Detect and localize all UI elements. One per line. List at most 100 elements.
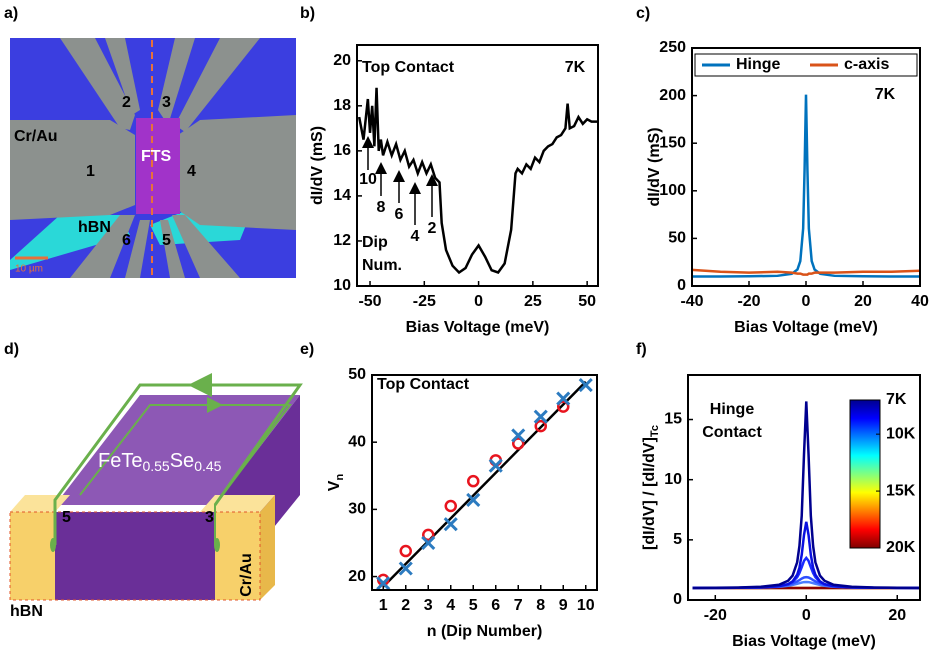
y-tick-label: 16: [333, 142, 351, 159]
annotation: Dip: [362, 234, 388, 251]
x-tick-label: -25: [413, 293, 436, 310]
y-tick-label: 12: [333, 232, 351, 249]
y-axis-label-main: [dI/dV] / [dI/dV]: [641, 437, 658, 550]
panel-label: c): [636, 5, 650, 22]
annotation: Contact: [702, 424, 762, 441]
panel-label: b): [300, 5, 315, 22]
y-axis-label: dI/dV (mS): [309, 126, 326, 205]
contact-label: 2: [122, 94, 131, 111]
electrode: [172, 215, 240, 278]
outline: [9, 511, 261, 601]
y-axis-label-sub: n: [334, 474, 346, 481]
panel-label: d): [4, 341, 19, 358]
point: [534, 419, 547, 433]
material-label: Cr/Au: [238, 553, 255, 597]
x-tick-label: 3: [424, 597, 433, 614]
data-line: [382, 380, 587, 588]
x-tick-label: 1: [379, 597, 388, 614]
contact-label: 1: [86, 163, 95, 180]
hbn-flake: [10, 215, 130, 270]
annotation: 6: [395, 206, 404, 223]
y-tick-label: 50: [668, 230, 686, 247]
material-label: hBN: [10, 603, 43, 620]
y-tick-label: 150: [659, 134, 686, 151]
y-tick-label: 0: [677, 277, 686, 294]
x-axis-label: Bias Voltage (meV): [734, 319, 878, 336]
y-tick-label: 100: [659, 182, 686, 199]
point: [557, 400, 570, 413]
data-line: [692, 555, 920, 590]
electrode: [10, 512, 55, 600]
y-tick-label: 18: [333, 97, 351, 114]
device-diagram: d) FeTe0.55Se0.45 5 3 Cr/Au hBN: [4, 341, 303, 620]
y-tick-label: 15: [664, 411, 682, 428]
point: [376, 576, 391, 591]
colorbar-label: 10K: [886, 425, 916, 442]
electrode: [105, 38, 140, 115]
contact-label: 5: [162, 232, 171, 249]
point: [511, 428, 526, 443]
annotation: 7K: [565, 59, 586, 76]
annotation: 4: [411, 228, 420, 245]
electrode: [158, 38, 195, 125]
point: [444, 499, 457, 513]
annotation: Num.: [362, 257, 402, 274]
point: [512, 437, 525, 450]
y-tick-label: 200: [659, 87, 686, 104]
point: [466, 492, 481, 508]
x-tick-label: 10: [577, 597, 595, 614]
electrode: [70, 215, 135, 278]
point: [556, 391, 571, 406]
x-tick-label: -20: [737, 293, 760, 310]
slab-front: [55, 512, 215, 600]
electrode-top: [10, 495, 70, 512]
electrode: [125, 220, 150, 278]
contact-label: 4: [187, 163, 196, 180]
y-tick-label: 50: [348, 366, 366, 383]
annotation: 7K: [875, 86, 896, 103]
contact-label: 3: [162, 94, 171, 111]
y-tick-label: 40: [348, 433, 366, 450]
data-line: [692, 401, 920, 590]
edge-current: [79, 404, 292, 545]
x-tick-label: 20: [888, 607, 906, 624]
x-tick-label: 7: [514, 597, 523, 614]
colorbar-label: 7K: [886, 391, 907, 408]
point: [443, 517, 458, 532]
x-tick-label: 2: [401, 597, 410, 614]
x-tick-label: 50: [578, 293, 596, 310]
y-tick-label: 20: [348, 568, 366, 585]
y-tick-label: 5: [673, 531, 682, 548]
plot-frame: [687, 374, 921, 601]
x-tick-label: 25: [524, 293, 542, 310]
panel-label: f): [636, 341, 647, 358]
x-tick-label: 0: [802, 607, 811, 624]
point: [422, 528, 435, 542]
x-tick-label: 40: [911, 293, 929, 310]
annotation: 10: [359, 171, 377, 188]
contact-label: 3: [205, 509, 214, 526]
y-tick-label: 10: [333, 277, 351, 294]
colorbar: [849, 399, 881, 549]
annotation: Top Contact: [362, 59, 455, 76]
annotation: Hinge: [710, 401, 755, 418]
electrode-side: [260, 495, 275, 600]
slab-top: [55, 395, 300, 505]
point: [578, 378, 593, 393]
x-tick-label: 6: [491, 597, 500, 614]
y-tick-label: 10: [664, 471, 682, 488]
y-tick-label: 250: [659, 39, 686, 56]
y-axis-label: [dI/dV] / [dI/dV]Tc: [641, 425, 661, 550]
material-label: Cr/Au: [14, 128, 58, 145]
x-tick-label: 5: [469, 597, 478, 614]
electrode: [175, 38, 260, 132]
x-tick-label: -40: [680, 293, 703, 310]
x-tick-label: 0: [474, 293, 483, 310]
annotation: Top Contact: [377, 376, 470, 393]
fts-flake: [136, 118, 180, 214]
data-line: [692, 268, 920, 276]
x-axis-label: Bias Voltage (meV): [406, 319, 550, 336]
x-axis-label: n (Dip Number): [427, 623, 543, 640]
plot-frame: [691, 47, 921, 287]
